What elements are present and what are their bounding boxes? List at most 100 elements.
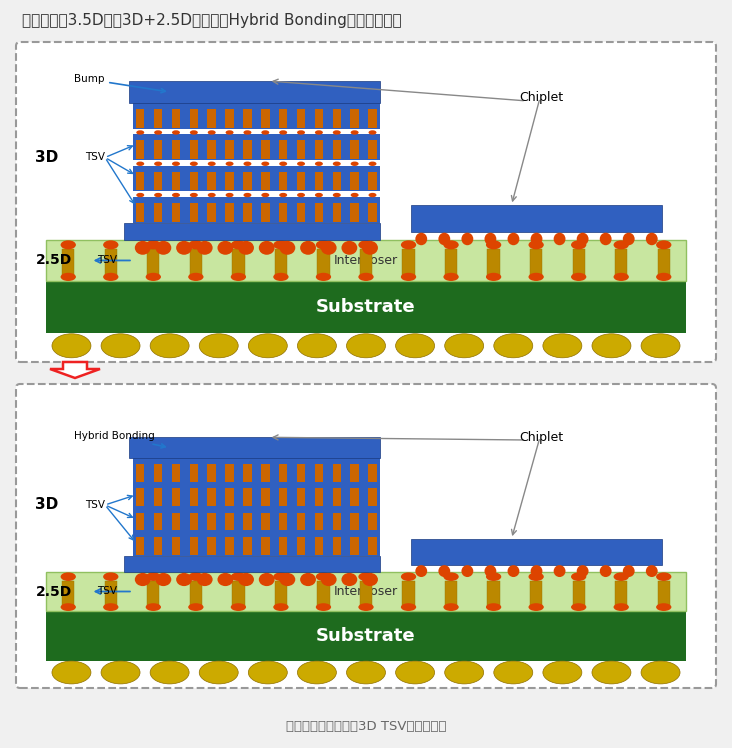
Ellipse shape	[231, 603, 246, 611]
Ellipse shape	[486, 240, 501, 249]
Bar	[261, 488, 269, 506]
Bar	[172, 141, 180, 159]
Bar	[332, 512, 341, 530]
Bar	[530, 249, 542, 276]
Bar	[132, 536, 380, 556]
Ellipse shape	[315, 162, 323, 166]
Bar	[130, 81, 380, 103]
Ellipse shape	[359, 603, 373, 611]
Bar	[132, 108, 380, 129]
Ellipse shape	[543, 661, 582, 684]
Ellipse shape	[351, 162, 359, 166]
Bar	[296, 488, 305, 506]
Bar	[445, 581, 458, 607]
Ellipse shape	[279, 130, 287, 135]
Ellipse shape	[401, 572, 417, 581]
Bar	[315, 488, 323, 506]
Ellipse shape	[395, 661, 435, 684]
Ellipse shape	[280, 573, 295, 586]
Ellipse shape	[188, 572, 203, 581]
Bar	[232, 249, 244, 276]
Bar	[351, 172, 359, 190]
Ellipse shape	[273, 572, 288, 581]
Ellipse shape	[494, 334, 533, 358]
Ellipse shape	[225, 130, 234, 135]
Bar	[351, 109, 359, 128]
Bar	[368, 172, 377, 190]
Text: Interposer: Interposer	[334, 254, 398, 267]
Ellipse shape	[646, 233, 658, 245]
Bar	[154, 464, 163, 482]
Text: 目前来说，3.5D就是3D+2.5D，再加上Hybrid Bonding技术的加持。: 目前来说，3.5D就是3D+2.5D，再加上Hybrid Bonding技术的加…	[22, 13, 402, 28]
Ellipse shape	[321, 241, 337, 255]
Bar	[207, 488, 216, 506]
Bar	[190, 464, 198, 482]
Bar	[132, 463, 380, 482]
Ellipse shape	[362, 241, 378, 255]
Bar	[360, 581, 372, 607]
Ellipse shape	[52, 334, 91, 358]
Ellipse shape	[641, 334, 680, 358]
Bar	[190, 109, 198, 128]
Bar	[315, 537, 323, 554]
Bar	[368, 488, 377, 506]
Bar	[296, 512, 305, 530]
Bar	[225, 464, 234, 482]
Bar	[279, 488, 288, 506]
Ellipse shape	[188, 240, 203, 249]
Ellipse shape	[486, 572, 501, 581]
Ellipse shape	[415, 565, 427, 577]
Bar	[154, 109, 163, 128]
Ellipse shape	[280, 241, 295, 255]
Text: TSV: TSV	[97, 586, 116, 596]
Bar	[279, 512, 288, 530]
Ellipse shape	[244, 130, 251, 135]
Bar	[332, 141, 341, 159]
Ellipse shape	[351, 130, 359, 135]
Bar	[279, 537, 288, 554]
Ellipse shape	[101, 661, 140, 684]
Ellipse shape	[613, 273, 629, 281]
Ellipse shape	[623, 565, 635, 577]
Bar	[315, 512, 323, 530]
Bar	[225, 203, 234, 221]
Ellipse shape	[150, 334, 189, 358]
FancyBboxPatch shape	[16, 384, 716, 688]
Text: TSV: TSV	[86, 500, 105, 510]
Ellipse shape	[485, 565, 496, 577]
Ellipse shape	[297, 334, 337, 358]
Ellipse shape	[146, 572, 161, 581]
Ellipse shape	[176, 241, 192, 255]
Bar	[154, 512, 163, 530]
Bar	[332, 488, 341, 506]
Bar	[190, 203, 198, 221]
Bar	[132, 512, 380, 531]
Bar	[411, 205, 662, 232]
Ellipse shape	[273, 273, 288, 281]
Bar	[488, 581, 500, 607]
Text: 混合键合技术加持的3D TSV的直接互连: 混合键合技术加持的3D TSV的直接互连	[285, 720, 447, 733]
Ellipse shape	[529, 240, 544, 249]
Ellipse shape	[154, 130, 162, 135]
Bar	[132, 459, 380, 463]
Ellipse shape	[231, 572, 246, 581]
Bar	[232, 581, 244, 607]
Bar	[136, 203, 144, 221]
Bar	[368, 141, 377, 159]
Bar	[403, 249, 414, 276]
Ellipse shape	[656, 240, 671, 249]
Bar	[225, 488, 234, 506]
Bar	[657, 581, 670, 607]
Bar	[154, 537, 163, 554]
Bar	[243, 109, 252, 128]
Ellipse shape	[444, 572, 459, 581]
Bar	[261, 172, 269, 190]
Bar	[132, 197, 380, 202]
Ellipse shape	[188, 603, 203, 611]
Ellipse shape	[103, 603, 119, 611]
Bar	[332, 203, 341, 221]
Bar	[124, 223, 380, 240]
Ellipse shape	[359, 572, 373, 581]
Ellipse shape	[346, 334, 386, 358]
Bar	[172, 172, 180, 190]
